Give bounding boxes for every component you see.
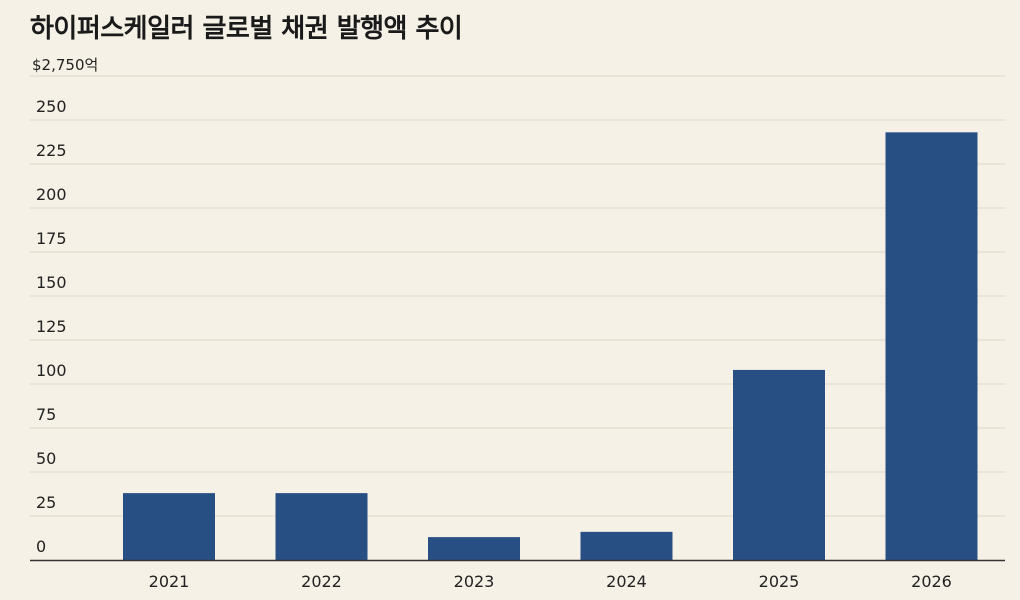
x-tick-label: 2022 [301, 572, 342, 591]
bar-2026 [885, 132, 978, 560]
bar-2023 [428, 537, 520, 560]
y-tick-label: 0 [36, 537, 46, 556]
y-tick-label: 50 [36, 449, 56, 468]
annotation-label: $2,750억 [32, 56, 98, 74]
y-tick-label: 100 [36, 361, 67, 380]
y-tick-label: 250 [36, 97, 67, 116]
bar-2024 [580, 531, 673, 560]
x-tick-label: 2025 [759, 572, 800, 591]
x-tick-label: 2026 [911, 572, 952, 591]
y-tick-label: 75 [36, 405, 56, 424]
y-tick-label: 175 [36, 229, 67, 248]
x-tick-label: 2021 [149, 572, 190, 591]
bar-2025 [733, 369, 825, 560]
chart-title: 하이퍼스케일러 글로벌 채권 발행액 추이 [30, 14, 463, 44]
bar-2022 [275, 493, 368, 560]
y-tick-label: 125 [36, 317, 67, 336]
y-tick-label: 225 [36, 141, 67, 160]
y-tick-label: 200 [36, 185, 67, 204]
x-tick-label: 2023 [454, 572, 495, 591]
y-tick-label: 25 [36, 493, 56, 512]
bar-2021 [123, 493, 215, 560]
x-tick-label: 2024 [606, 572, 647, 591]
y-tick-label: 150 [36, 273, 67, 292]
